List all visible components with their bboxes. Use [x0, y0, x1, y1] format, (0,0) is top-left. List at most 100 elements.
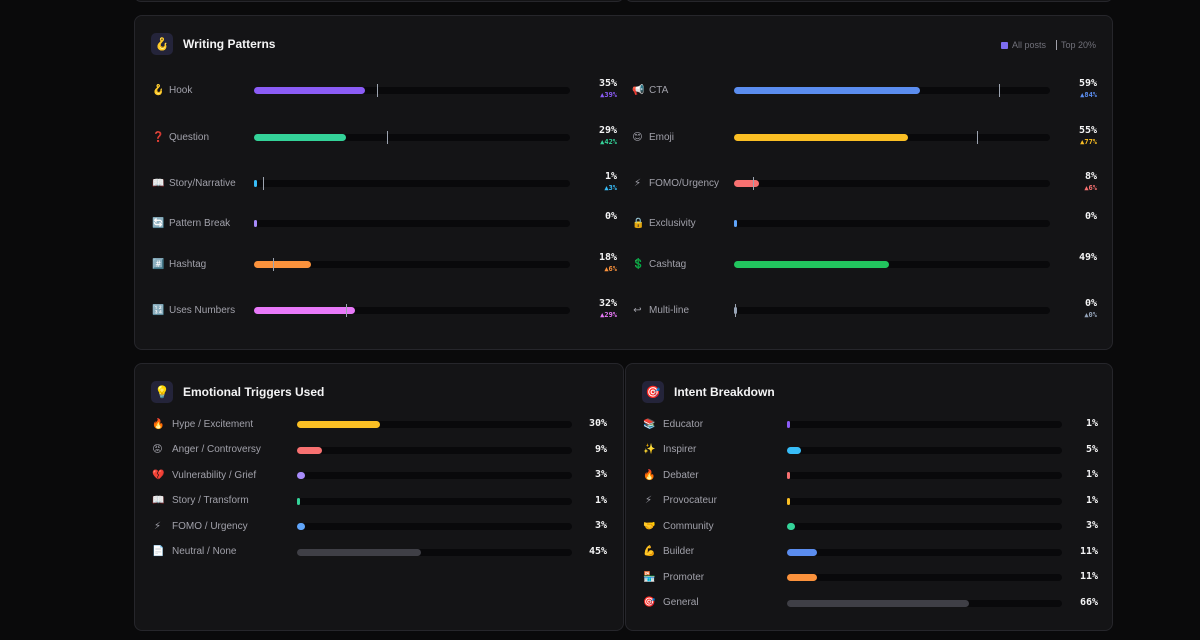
trigger-row-name: Neutral / None: [172, 546, 237, 557]
top-20-marker: [735, 304, 736, 317]
pattern-top-delta: ▲77%: [1080, 138, 1097, 146]
pattern-bar-track: [734, 261, 1050, 268]
trigger-row-bar-track: [297, 548, 572, 556]
fire-icon: 🔥: [643, 469, 656, 481]
trigger-row-percent: 1%: [594, 494, 607, 506]
top-20-marker: [345, 304, 347, 317]
trigger-row: ⚡ FOMO / Urgency 3%: [152, 519, 607, 535]
pattern-label: 📢 CTA: [632, 83, 668, 97]
panel-title: Intent Breakdown: [674, 385, 775, 399]
trigger-row-name: Story / Transform: [172, 495, 249, 506]
pattern-name: Pattern Break: [169, 217, 231, 229]
lightbulb-icon: 💡: [151, 381, 173, 403]
intent-row-bar-fill: [787, 472, 790, 479]
trigger-row-label: 📄 Neutral / None: [152, 545, 236, 559]
intent-row: ⚡ Provocateur 1%: [643, 494, 1098, 510]
trigger-row-bar-fill: [297, 497, 300, 505]
pattern-row: 📖 Story/Narrative 1% ▲3%: [152, 171, 617, 206]
top-20-marker: [263, 177, 265, 190]
handshake-icon: 🤝: [643, 520, 656, 532]
intent-row-bar-fill: [787, 497, 790, 505]
lightning-icon: ⚡: [153, 520, 162, 532]
intent-row-percent: 1%: [1085, 494, 1098, 506]
pattern-label: 🔢 Uses Numbers: [152, 303, 235, 317]
pattern-row: 📢 CTA 59% ▲84%: [632, 78, 1097, 113]
top-20-marker: [272, 258, 274, 271]
trigger-row: 📄 Neutral / None 45%: [152, 545, 607, 561]
pattern-percent: 0%: [1084, 211, 1097, 222]
pattern-percent: 1%: [604, 171, 617, 182]
megaphone-icon: 📢: [632, 84, 645, 96]
trigger-row-bar-track: [297, 421, 572, 428]
pattern-row: 😊 Emoji 55% ▲77%: [632, 125, 1097, 160]
trigger-row-name: FOMO / Urgency: [172, 520, 248, 532]
trigger-row-bar-fill: [297, 523, 306, 530]
pattern-bar-fill: [734, 180, 760, 187]
trigger-row-label: 💔 Vulnerability / Grief: [152, 468, 256, 482]
pattern-bar-track: [254, 84, 570, 97]
intent-row-name: Debater: [663, 469, 699, 481]
trigger-row-percent: 3%: [594, 520, 607, 531]
pattern-top-delta: ▲42%: [600, 138, 617, 146]
trigger-row-percent: 3%: [594, 469, 607, 480]
legend-all-posts: All posts: [1011, 40, 1046, 50]
lightning-icon: ⚡: [633, 177, 642, 189]
intent-row-label: 🎯 General: [643, 596, 699, 610]
fire-icon: 🔥: [152, 418, 165, 430]
pattern-percent: 0%: [604, 211, 617, 222]
intent-row-bar-track: [787, 523, 1062, 530]
intent-row-bar-fill: [787, 548, 818, 556]
pattern-row: 🔄 Pattern Break 0%: [152, 211, 617, 246]
trigger-row-percent: 45%: [588, 545, 607, 557]
intent-row: 🤝 Community 3%: [643, 519, 1098, 535]
pattern-top-delta: ▲84%: [1080, 91, 1097, 99]
pattern-name: CTA: [649, 84, 669, 96]
pattern-bar-track: [254, 220, 570, 227]
intent-row-percent: 3%: [1085, 520, 1098, 531]
intent-row-percent: 11%: [1079, 545, 1098, 557]
trigger-row-bar-fill: [297, 548, 421, 556]
intent-row-bar-fill: [787, 574, 818, 581]
legend-top: Top 20%: [1060, 40, 1096, 50]
trigger-row: 📖 Story / Transform 1%: [152, 494, 607, 510]
pattern-top-delta: ▲3%: [604, 184, 617, 192]
pattern-label: ⚡ FOMO/Urgency: [632, 176, 719, 190]
pattern-name: Hashtag: [169, 258, 207, 270]
intent-row-name: Provocateur: [663, 495, 717, 506]
intent-row-label: ⚡ Provocateur: [643, 494, 717, 508]
intent-row-label: 🔥 Debater: [643, 468, 699, 482]
pattern-bar-track: [734, 84, 1050, 97]
pattern-label: #️⃣ Hashtag: [152, 257, 206, 271]
pattern-percent: 55%: [1078, 125, 1097, 136]
intent-row-percent: 5%: [1085, 443, 1098, 455]
intent-breakdown-panel: 🎯 Intent Breakdown 📚 Educator 1% ✨ Inspirer 5…: [625, 363, 1113, 631]
trigger-row-label: 📖 Story / Transform: [152, 494, 249, 508]
pattern-top-delta: ▲29%: [600, 311, 617, 319]
intent-row-bar-fill: [787, 421, 790, 428]
flexed-arm-icon: 💪: [643, 546, 656, 557]
trigger-row-name: Hype / Excitement: [172, 418, 254, 430]
pattern-bar-track: [254, 177, 570, 190]
intent-row-bar-track: [787, 599, 1062, 607]
pattern-percent: 18%: [598, 252, 617, 263]
intent-row-label: ✨ Inspirer: [643, 443, 696, 457]
pattern-bar-fill: [734, 134, 908, 141]
intent-row-name: Community: [663, 520, 714, 532]
intent-row-percent: 1%: [1085, 418, 1098, 429]
pattern-bar-track: [254, 131, 570, 144]
pattern-bar-track: [734, 304, 1050, 317]
intent-row: 📚 Educator 1%: [643, 417, 1098, 433]
top-left-panel-edge: [134, 0, 624, 2]
cycle-icon: 🔄: [152, 217, 165, 229]
pattern-label: ❓ Question: [152, 130, 209, 144]
intent-row: 💪 Builder 11%: [643, 545, 1098, 561]
writing-patterns-header: 🪝 Writing Patterns: [151, 33, 275, 55]
intent-row-bar-track: [787, 548, 1062, 556]
intent-row-label: 🤝 Community: [643, 519, 714, 533]
emotional-triggers-panel: 💡 Emotional Triggers Used 🔥 Hype / Excite…: [134, 363, 624, 631]
pattern-name: Question: [169, 131, 210, 143]
numbers-icon: 🔢: [152, 304, 165, 316]
pattern-top-delta: ▲6%: [1084, 184, 1097, 192]
book-icon: 📖: [152, 177, 165, 189]
emotional-triggers-header: 💡 Emotional Triggers Used: [151, 381, 324, 403]
